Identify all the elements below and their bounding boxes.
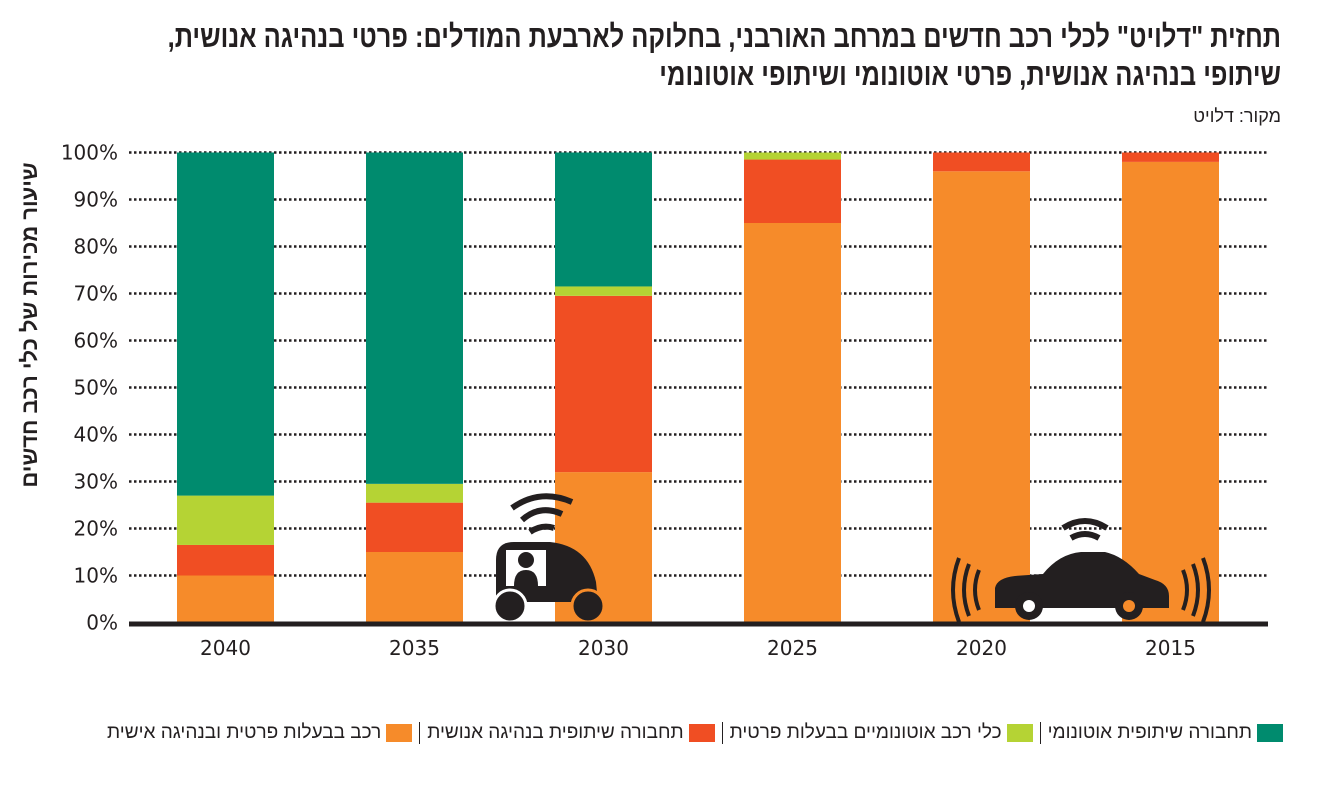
bar-segment [744, 159, 841, 223]
bar-segment [366, 152, 463, 484]
x-tick-label: 2015 [1145, 636, 1196, 660]
bar-segment [555, 152, 652, 287]
legend-label: כלי רכב אוטונומיים בבעלות פרטית [729, 722, 1002, 743]
y-tick-label: 10% [74, 564, 118, 588]
bar-segment [555, 286, 652, 296]
stacked-bar-chart: 0% 10% 20% 30% 40% 50% 60% 70% 80% 90% 100% [61, 141, 1268, 660]
source-note: מקור: דלויט [1193, 106, 1281, 126]
legend-item-shared-human: תחבורה שיתופית בנהיגה אנושית [427, 722, 715, 744]
chart-title-line2: שיתופי בנהיגה אנושית, פרטי אוטונומי ושית… [659, 57, 1281, 92]
y-tick-label: 70% [74, 282, 118, 306]
bar-segment [177, 575, 274, 623]
bar-segment [366, 502, 463, 552]
legend-label: תחבורה שיתופית בנהיגה אנושית [427, 722, 684, 743]
bar-segment [1122, 152, 1219, 162]
y-tick-label: 50% [74, 376, 118, 400]
x-tick-labels: 2040 2035 2030 2025 2020 2015 [200, 636, 1196, 660]
legend-label: תחבורה שיתופית אוטונומי [1047, 722, 1252, 743]
chart-title-line1: תחזית "דלויט" לכלי רכב חדשים במרחב האורב… [167, 19, 1281, 54]
gridlines [129, 151, 1268, 577]
bar-segment [177, 152, 274, 496]
y-tick-label: 60% [74, 329, 118, 353]
legend: תחבורה שיתופית אוטונומי כלי רכב אוטונומי… [107, 718, 1283, 748]
legend-item-shared-autonomous: תחבורה שיתופית אוטונומי [1048, 722, 1283, 744]
x-tick-label: 2030 [578, 636, 629, 660]
y-tick-label: 0% [86, 611, 118, 635]
legend-separator [419, 722, 421, 744]
x-tick-label: 2040 [200, 636, 251, 660]
connected-car-icon [951, 518, 1211, 623]
legend-label: רכב בבעלות פרטית ובנהיגה אישית [107, 722, 382, 743]
x-axis-line [129, 621, 1268, 627]
autonomous-shuttle-icon [492, 493, 606, 624]
chart-title: תחזית "דלויט" לכלי רכב חדשים במרחב האורב… [167, 18, 1281, 94]
legend-swatch [1006, 724, 1033, 742]
icons [492, 493, 1211, 624]
bar-segment [933, 171, 1030, 623]
bar-segment [744, 223, 841, 623]
legend-swatch [386, 724, 413, 742]
x-tick-label: 2035 [389, 636, 440, 660]
legend-swatch [688, 724, 715, 742]
x-tick-label: 2020 [956, 636, 1007, 660]
bar-segment [366, 552, 463, 623]
x-tick-label: 2025 [767, 636, 818, 660]
x-axis [129, 621, 1268, 627]
bars [177, 152, 1219, 623]
y-tick-label: 20% [74, 517, 118, 541]
bar-segment [933, 152, 1030, 172]
legend-item-private-autonomous: כלי רכב אוטונומיים בבעלות פרטית [730, 722, 1033, 744]
bar-segment [177, 495, 274, 545]
bar-segment [1122, 161, 1219, 623]
y-tick-label: 40% [74, 423, 118, 447]
y-tick-label: 100% [61, 141, 118, 165]
y-tick-label: 30% [74, 470, 118, 494]
y-tick-label: 90% [74, 188, 118, 212]
legend-swatch [1257, 724, 1283, 742]
bar-segment [177, 544, 274, 576]
bar-segment [555, 295, 652, 473]
y-tick-label: 80% [74, 235, 118, 259]
legend-separator [1039, 722, 1041, 744]
bar-segment [744, 152, 841, 160]
legend-separator [721, 722, 723, 744]
legend-item-private-human: רכב בבעלות פרטית ובנהיגה אישית [107, 722, 413, 744]
y-tick-labels: 0% 10% 20% 30% 40% 50% 60% 70% 80% 90% 100% [61, 141, 118, 635]
bar-segment [366, 483, 463, 503]
